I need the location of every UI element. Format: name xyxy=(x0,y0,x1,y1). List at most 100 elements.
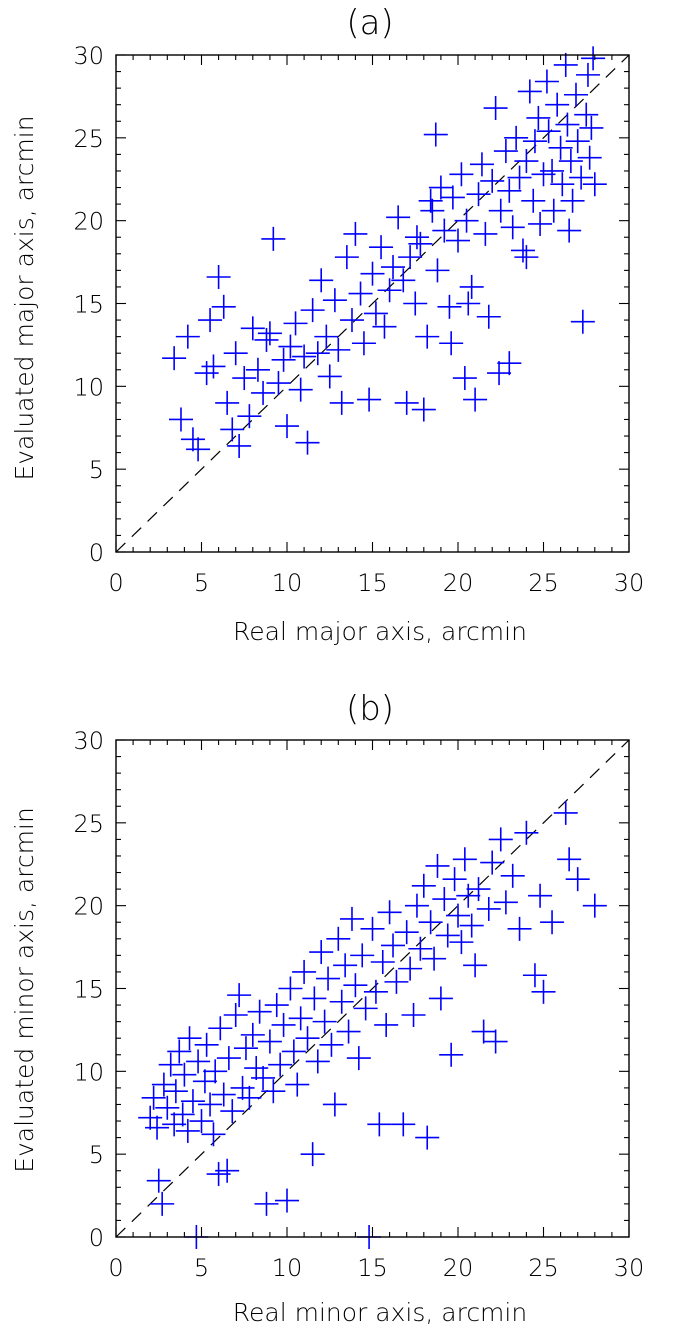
panel-a-data-point xyxy=(351,331,376,356)
panel-b-x-tick-label: 20 xyxy=(443,1254,474,1282)
panel-b-data-point xyxy=(198,1092,223,1117)
panel-a-x-tick-label: 25 xyxy=(528,569,559,597)
panel-a-data-point xyxy=(220,417,245,442)
panel-b-data-point xyxy=(336,1019,361,1044)
panel-a-data-point xyxy=(456,291,481,316)
panel-a-data-point xyxy=(232,366,257,391)
panel-b-data-point xyxy=(141,1085,166,1110)
panel-b-data-point xyxy=(432,887,457,912)
panel-b-data-point xyxy=(425,853,450,878)
panel-a-data-point xyxy=(579,115,604,140)
panel-a-data-point xyxy=(452,366,477,391)
panel-a-data-point xyxy=(240,316,265,341)
panel-a-data-point xyxy=(295,430,320,455)
panel-b-data-point xyxy=(476,896,501,921)
panel-a-data-point xyxy=(415,324,440,349)
panel-b-data-point xyxy=(233,1036,258,1061)
panel-b-data-point xyxy=(151,1072,176,1097)
panel-a-data-point xyxy=(440,185,465,210)
panel-b-data-point xyxy=(268,1052,293,1077)
panel-a-data-point xyxy=(439,331,464,356)
panel-b-data-point xyxy=(145,1115,170,1140)
panel-b-data-point xyxy=(316,966,341,991)
panel-b-x-tick-label: 0 xyxy=(108,1254,123,1282)
panel-b-data-point xyxy=(312,1009,337,1034)
panel-b-data-point xyxy=(401,1003,426,1028)
panel-b-data-point xyxy=(384,969,409,994)
panel-a-y-tick-label: 20 xyxy=(73,208,104,236)
panel-b-data-point xyxy=(300,1142,325,1167)
panel-b-data-point xyxy=(163,1079,188,1104)
panel-a-data-point xyxy=(432,218,457,243)
panel-a-data-point xyxy=(254,327,279,352)
panel-b-x-tick-label: 10 xyxy=(272,1254,303,1282)
panel-b: (b) Real minor axis, arcmin Evaluated mi… xyxy=(10,689,644,1327)
panel-b-data-point xyxy=(493,890,518,915)
panel-a-data-point xyxy=(521,188,546,213)
panel-a-data-point xyxy=(569,165,594,190)
panel-b-data-point xyxy=(435,923,460,948)
panel-a-data-point xyxy=(418,188,443,213)
panel-a-data-point xyxy=(497,178,522,203)
panel-a-data-point xyxy=(215,390,240,415)
panel-b-data-point xyxy=(346,1046,371,1071)
panel-b-data-point xyxy=(189,1109,214,1134)
panel-a-data-point xyxy=(577,145,602,170)
panel-b-data-point xyxy=(295,1026,320,1051)
panel-b-data-point xyxy=(466,877,491,902)
panel-b-data-point xyxy=(230,1075,255,1100)
panel-b-data-point xyxy=(192,1069,217,1094)
panel-a-data-point xyxy=(480,168,505,193)
panel-a-data-point xyxy=(428,175,453,200)
panel-b-data-point xyxy=(528,883,553,908)
panel-b-data-point xyxy=(138,1105,163,1130)
panel-a-data-point xyxy=(314,324,339,349)
panel-b-data-point xyxy=(449,930,474,955)
panel-a-data-point xyxy=(536,119,561,144)
panel-a-data-point xyxy=(377,278,402,303)
panel-a-x-tick-label: 20 xyxy=(443,569,474,597)
panel-a-data-point xyxy=(563,82,588,107)
panel-a-data-point xyxy=(437,294,462,319)
panel-b-data-point xyxy=(452,847,477,872)
panel-b-data-point xyxy=(329,989,354,1014)
panel-b-y-tick-label: 10 xyxy=(73,1058,104,1086)
panel-a-data-point xyxy=(510,238,535,263)
panel-b-data-point xyxy=(514,820,539,845)
panel-a-plot-area xyxy=(115,46,630,553)
panel-b-data-point xyxy=(203,1059,228,1084)
panel-b-data-point xyxy=(288,1006,313,1031)
panel-a-data-point xyxy=(394,390,419,415)
panel-b-data-point xyxy=(483,1029,508,1054)
panel-b-y-tick-label: 5 xyxy=(89,1141,104,1169)
panel-b-data-point xyxy=(507,916,532,941)
panel-a-data-point xyxy=(309,268,334,293)
panel-b-data-point xyxy=(177,1026,202,1051)
panel-b-data-point xyxy=(247,999,272,1024)
panel-a-y-axis-label: Evaluated major axis, arcmin xyxy=(10,115,39,480)
panel-a-data-point xyxy=(334,245,359,270)
panel-b-data-point xyxy=(404,893,429,918)
panel-a-data-point xyxy=(449,162,474,187)
panel-a-data-point xyxy=(487,361,512,386)
panel-a-y-tick-label: 15 xyxy=(73,291,104,319)
panel-a-data-point xyxy=(408,231,433,256)
panel-a-data-point xyxy=(500,215,525,240)
panel-a-data-point xyxy=(386,205,411,230)
panel-a-x-tick-label: 5 xyxy=(194,569,209,597)
panel-a-data-point xyxy=(261,226,286,251)
panel-a-data-point xyxy=(528,211,553,236)
panel-b-data-point xyxy=(370,949,395,974)
panel-b-data-point xyxy=(374,1012,399,1037)
panel-b-plot-area xyxy=(115,739,630,1249)
panel-a-data-point xyxy=(555,112,580,137)
panel-b-data-point xyxy=(158,1052,183,1077)
panel-b-data-point xyxy=(350,943,375,968)
panel-b-data-point xyxy=(257,1029,282,1054)
panel-a-data-point xyxy=(550,172,575,197)
panel-b-data-point xyxy=(194,1032,219,1057)
panel-b-data-point xyxy=(237,1085,262,1110)
panel-a-data-point xyxy=(288,377,313,402)
panel-b-data-point xyxy=(360,916,385,941)
panel-a-data-point xyxy=(360,261,385,286)
